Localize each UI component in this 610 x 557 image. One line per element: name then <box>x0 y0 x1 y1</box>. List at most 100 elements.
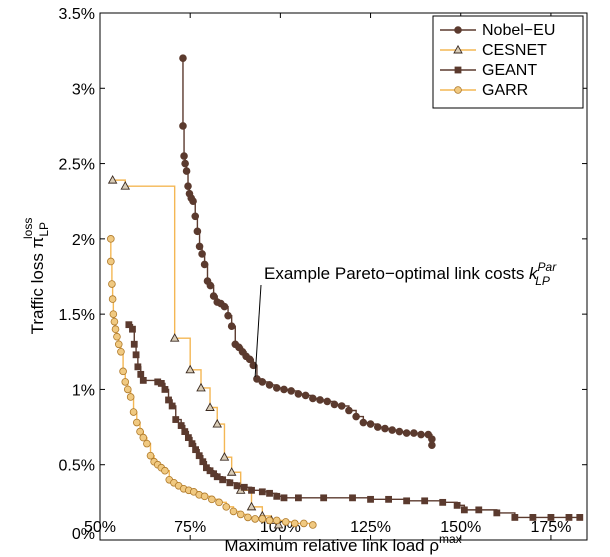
data-point-nobel-eu <box>316 396 324 404</box>
data-point-nobel-eu <box>198 250 206 258</box>
data-point-geant <box>547 514 555 521</box>
data-point-nobel-eu <box>352 412 360 421</box>
data-point-nobel-eu <box>180 152 188 160</box>
data-point-geant <box>460 506 468 514</box>
data-point-nobel-eu <box>206 281 215 290</box>
data-point-geant <box>177 422 185 429</box>
data-point-garr <box>111 325 120 334</box>
legend-label: CESNET <box>482 42 547 59</box>
series-cesnet <box>107 175 284 529</box>
annotation-sub: LP <box>535 274 550 288</box>
data-point-geant <box>439 498 447 506</box>
data-point-garr <box>132 418 141 427</box>
data-point-nobel-eu <box>323 397 332 406</box>
legend-label: Nobel−EU <box>482 22 555 39</box>
legend-item-garr: GARR <box>440 82 528 99</box>
data-point-garr <box>123 385 132 394</box>
data-point-garr <box>161 466 169 475</box>
x-tick-label: 75% <box>174 519 206 536</box>
x-axis-label-symbol: ρ <box>429 536 439 555</box>
legend-marker <box>453 44 463 54</box>
data-point-geant <box>266 489 273 497</box>
data-point-geant <box>172 416 180 423</box>
data-point-nobel-eu <box>280 385 288 394</box>
data-point-nobel-eu <box>410 429 418 437</box>
annotation: Example Pareto−optimal link costs kPar LP <box>254 260 558 377</box>
data-point-geant <box>529 514 537 521</box>
data-point-nobel-eu <box>189 197 197 206</box>
y-axis-label: Traffic loss πLPloss <box>21 218 51 335</box>
data-point-garr <box>272 516 281 525</box>
data-point-geant <box>199 458 207 466</box>
data-point-geant <box>181 428 189 435</box>
data-point-garr <box>258 515 267 523</box>
data-point-garr <box>107 257 115 266</box>
data-point-garr <box>114 340 123 349</box>
data-point-geant <box>192 446 199 454</box>
x-tick-label: 150% <box>440 519 481 536</box>
legend-item-geant: GEANT <box>440 62 537 79</box>
x-axis-label: Maximum relative link load ρmax <box>224 532 461 555</box>
data-point-geant <box>320 494 328 502</box>
y-tick-label: 0.5% <box>59 458 95 475</box>
data-point-cesnet <box>226 467 237 476</box>
legend-marker <box>454 66 462 74</box>
data-point-garr <box>108 295 117 303</box>
legend-marker <box>454 86 462 94</box>
data-point-cesnet <box>212 418 223 428</box>
legend-item-cesnet: CESNET <box>440 42 547 59</box>
data-point-geant <box>188 440 196 448</box>
data-point-nobel-eu <box>224 311 232 320</box>
x-tick-label: 50% <box>84 519 116 536</box>
data-point-geant <box>233 482 241 490</box>
data-point-cesnet <box>219 452 230 461</box>
annotation-arrow <box>254 284 262 377</box>
data-point-geant <box>421 497 429 505</box>
legend-label: GARR <box>482 82 528 99</box>
data-point-geant <box>565 514 573 521</box>
data-point-nobel-eu <box>428 441 436 449</box>
y-axis-label-symbol: π <box>28 237 47 249</box>
data-point-nobel-eu <box>249 361 258 370</box>
data-point-geant <box>403 497 411 505</box>
data-point-garr <box>236 510 245 519</box>
data-point-garr <box>244 513 252 522</box>
data-point-geant <box>125 321 133 329</box>
data-point-geant <box>453 501 461 509</box>
data-point-garr <box>129 408 138 416</box>
data-point-geant <box>139 376 147 384</box>
data-point-garr <box>222 503 231 511</box>
legend-item-nobel-eu: Nobel−EU <box>440 22 555 39</box>
data-point-geant <box>165 396 172 404</box>
data-point-nobel-eu <box>287 387 295 395</box>
series-geant <box>125 321 584 521</box>
data-point-nobel-eu <box>181 159 189 168</box>
data-point-cesnet <box>185 364 195 374</box>
data-point-cesnet <box>205 402 215 411</box>
data-point-geant <box>576 514 584 521</box>
data-point-garr <box>126 393 135 401</box>
data-point-nobel-eu <box>182 167 191 175</box>
data-point-garr <box>251 515 259 523</box>
data-point-geant <box>132 351 140 359</box>
data-point-geant <box>493 509 501 517</box>
data-point-nobel-eu <box>366 420 375 428</box>
annotation-sup: Par <box>538 260 558 274</box>
data-point-geant <box>273 492 281 500</box>
data-point-garr <box>200 492 209 501</box>
x-axis-label-text: Maximum relative link load <box>224 536 429 555</box>
data-point-garr <box>215 498 223 507</box>
x-tick-label: 175% <box>530 519 571 536</box>
data-point-nobel-eu <box>258 378 267 386</box>
data-point-geant <box>248 486 255 494</box>
data-point-nobel-eu <box>193 227 202 236</box>
data-point-garr <box>108 280 116 288</box>
data-point-nobel-eu <box>195 242 204 251</box>
data-point-nobel-eu <box>337 402 346 410</box>
data-point-garr <box>109 310 118 318</box>
y-tick-label: 3.5% <box>59 6 95 23</box>
data-point-nobel-eu <box>359 418 368 427</box>
data-point-cesnet <box>169 333 180 342</box>
legend-label: GEANT <box>482 62 537 79</box>
